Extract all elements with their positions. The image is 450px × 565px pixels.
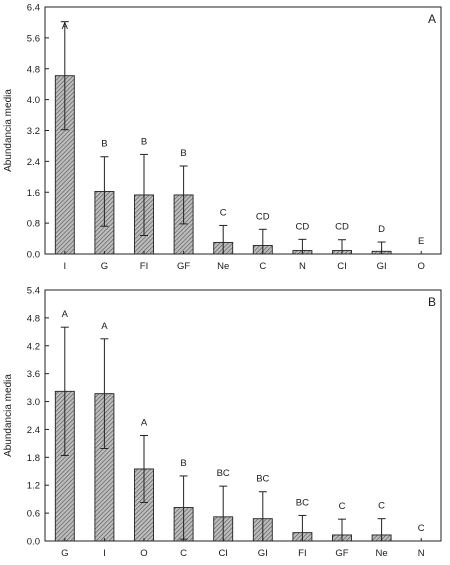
significance-letter: CD (335, 222, 349, 233)
panel-label: A (428, 12, 436, 26)
significance-letter: A (62, 21, 69, 32)
x-tick-label: G (101, 261, 108, 272)
x-tick-label: CI (337, 261, 347, 272)
significance-letter: A (101, 321, 108, 332)
y-tick-label: 1.2 (27, 481, 40, 492)
plot-frame (44, 289, 442, 542)
y-tick-label: 3.6 (27, 369, 40, 380)
y-axis-label: Abundancia media (3, 374, 14, 457)
x-tick-label: N (299, 261, 306, 272)
y-tick-label: 1.6 (27, 188, 40, 199)
y-tick-label: 0.8 (27, 219, 40, 230)
significance-letter: CD (256, 211, 270, 222)
y-tick-label: 3.2 (27, 126, 40, 137)
y-tick-label: 2.4 (27, 425, 40, 436)
significance-letter: B (180, 458, 186, 469)
significance-letter: C (339, 501, 346, 512)
y-tick-label: 5.4 (27, 286, 40, 297)
x-tick-label: GF (335, 548, 348, 559)
panel-label: B (428, 295, 436, 309)
y-tick-label: 2.4 (27, 157, 40, 168)
x-tick-label: GI (258, 548, 268, 559)
x-tick-label: I (103, 548, 106, 559)
x-tick-label: C (259, 261, 266, 272)
significance-letter: C (378, 501, 385, 512)
y-tick-label: 0.0 (27, 250, 40, 261)
y-tick-label: 6.4 (27, 3, 40, 14)
y-tick-label: 1.8 (27, 453, 40, 464)
significance-letter: A (141, 417, 148, 428)
y-tick-label: 0.6 (27, 509, 40, 520)
panel-b: 0.0 0.6 1.2 1.8 2.4 3.0 3.6 4.2 4.8 5.4 Abundancia… (3, 286, 442, 559)
significance-letter: C (220, 207, 227, 218)
y-tick-label: 5.6 (27, 33, 40, 44)
significance-letter: B (141, 136, 147, 147)
x-tick-label: G (61, 548, 68, 559)
y-tick-label: 4.8 (27, 313, 40, 324)
significance-letter: B (180, 148, 186, 159)
x-tick-label: Ne (217, 261, 229, 272)
x-tick-label: O (418, 261, 425, 272)
x-tick-label: C (180, 548, 187, 559)
significance-letter: A (62, 309, 69, 320)
x-tick-label: N (418, 548, 425, 559)
y-tick-label: 0.0 (27, 537, 40, 548)
significance-letter: BC (296, 497, 309, 508)
panel-a: 0.0 0.8 1.6 2.4 3.2 4.0 4.8 5.6 6.4 Abundancia me… (3, 3, 442, 272)
x-tick-label: FI (140, 261, 148, 272)
significance-letter: CD (296, 221, 310, 232)
x-tick-label: O (140, 548, 147, 559)
x-tick-label: GI (377, 261, 387, 272)
significance-letter: C (418, 523, 425, 534)
x-tick-label: GF (177, 261, 190, 272)
significance-letter: E (418, 236, 424, 247)
significance-letter: B (101, 139, 107, 150)
x-tick-label: Ne (376, 548, 388, 559)
y-tick-label: 4.8 (27, 64, 40, 75)
significance-letter: BC (256, 474, 269, 485)
x-tick-label: I (63, 261, 66, 272)
x-tick-label: CI (218, 548, 228, 559)
significance-letter: D (378, 224, 385, 235)
significance-letter: BC (217, 468, 230, 479)
y-tick-label: 4.0 (27, 95, 40, 106)
y-axis-label: Abundancia media (3, 89, 14, 172)
y-tick-label: 4.2 (27, 341, 40, 352)
y-tick-label: 3.0 (27, 397, 40, 408)
x-tick-label: FI (298, 548, 306, 559)
